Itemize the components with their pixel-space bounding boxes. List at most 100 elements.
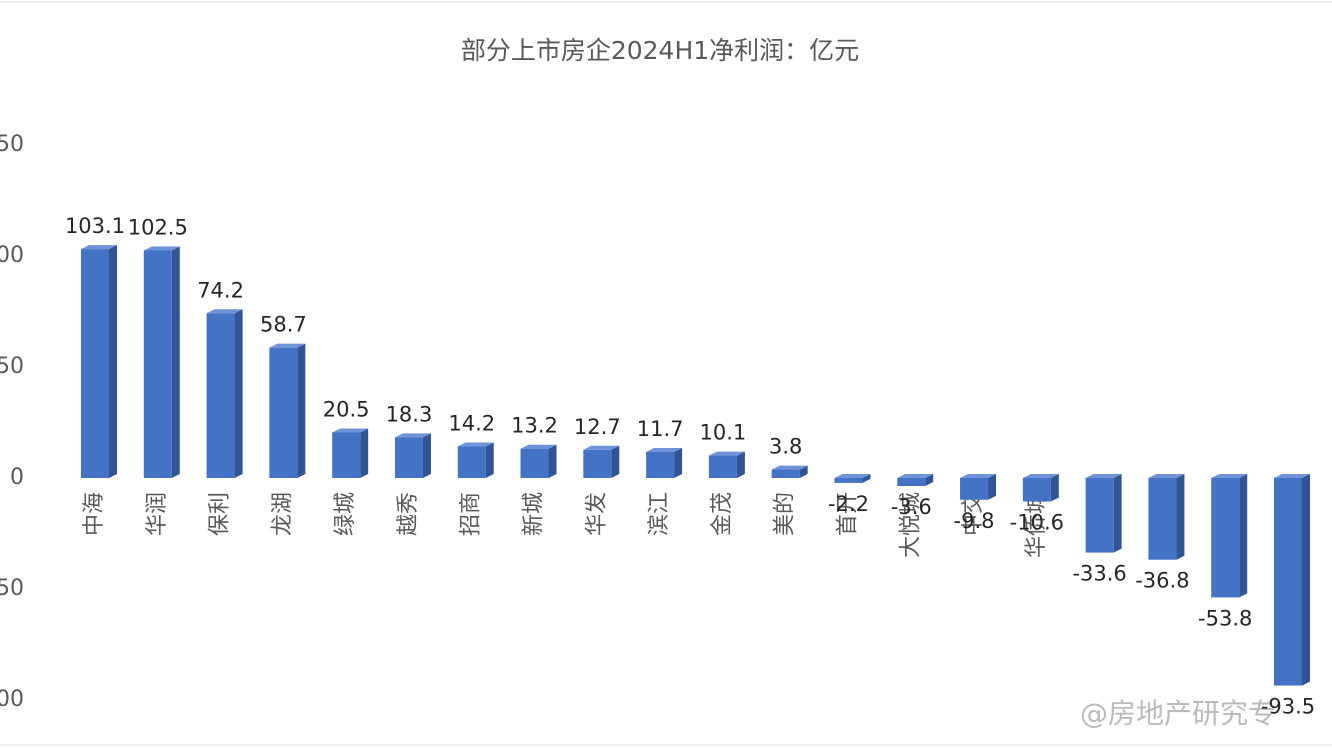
bar [520, 448, 549, 478]
y-tick-label: -100 [0, 687, 24, 712]
bar [143, 250, 172, 478]
value-label: 102.5 [128, 215, 188, 239]
x-tick-label: 首开 [835, 492, 860, 536]
bar [1148, 478, 1177, 560]
value-label: 18.3 [386, 402, 433, 426]
value-label: 103.1 [65, 214, 125, 238]
bar-side [862, 474, 871, 483]
value-label: -53.8 [1198, 606, 1252, 630]
x-tick-label: 中海 [82, 492, 107, 536]
bar-side [1176, 474, 1185, 560]
value-label: 3.8 [769, 435, 802, 459]
bar-side [799, 465, 808, 478]
value-label: -93.5 [1261, 695, 1315, 719]
x-tick-label: 龙湖 [270, 492, 295, 536]
chart-title: 部分上市房企2024H1净利润：亿元 [461, 36, 859, 65]
x-tick-label: 滨江 [647, 492, 672, 536]
bar-top [583, 445, 620, 450]
bar-top [1148, 474, 1185, 478]
value-label: 12.7 [574, 415, 621, 439]
x-tick-label: 招商 [459, 492, 484, 536]
bar-top [897, 474, 934, 478]
bar-top [332, 428, 369, 433]
bar-side [1113, 474, 1122, 553]
x-tick-label: 绿城 [333, 492, 358, 536]
x-tick-label: 越秀 [396, 492, 421, 536]
bar-top [771, 465, 808, 470]
bar-side [360, 428, 369, 478]
bar-side [1239, 474, 1248, 598]
value-label: 13.2 [511, 414, 558, 438]
y-tick-label: 150 [0, 132, 24, 157]
y-tick-label: -50 [0, 576, 24, 601]
bar [457, 446, 486, 478]
watermark: @房地产研究专 [1080, 697, 1276, 730]
bar [332, 432, 361, 478]
x-tick-label: 华润 [145, 492, 170, 536]
x-tick-label: 保利 [208, 492, 233, 536]
value-label: 10.1 [700, 421, 747, 445]
x-tick-label: 新城 [522, 492, 547, 536]
bar-side [1050, 474, 1059, 502]
bar-side [171, 246, 180, 478]
bar [1211, 478, 1240, 598]
bar-top [960, 474, 997, 478]
x-tick-label: 华侨城 [1024, 492, 1049, 558]
x-tick-label: 金茂 [710, 492, 735, 536]
bar-top [143, 246, 180, 251]
bar-top [520, 444, 557, 449]
value-label: 11.7 [637, 417, 684, 441]
value-label: -10.6 [1010, 511, 1064, 535]
y-tick-label: 100 [0, 243, 24, 268]
bar-side [674, 448, 683, 478]
bar-side [422, 433, 431, 478]
bar [834, 478, 863, 483]
bar-top [1022, 474, 1059, 478]
value-label: 58.7 [260, 313, 307, 337]
bar-top [834, 474, 871, 478]
bar-side [297, 343, 306, 478]
value-label: 14.2 [448, 411, 495, 435]
bar-side [736, 451, 745, 478]
bar [206, 313, 235, 478]
x-tick-label: 美的 [773, 492, 798, 536]
value-label: 20.5 [323, 397, 370, 421]
bar [81, 249, 109, 478]
value-label: -3.6 [891, 495, 932, 519]
bar-top [269, 343, 306, 348]
bar-top [1085, 474, 1122, 478]
y-tick-label: 0 [10, 465, 24, 490]
bar [1022, 478, 1051, 502]
value-label: -33.6 [1072, 562, 1126, 586]
bar-side [925, 474, 934, 486]
bar [269, 347, 298, 478]
bar [708, 455, 737, 478]
bar [583, 449, 612, 478]
bar-top [394, 433, 431, 438]
bar-side [548, 444, 557, 478]
bar [394, 437, 423, 478]
bar-top [646, 448, 683, 453]
bar-top [708, 451, 745, 456]
x-tick-label: 华发 [584, 492, 609, 536]
bar-side [611, 445, 620, 478]
bar [771, 469, 800, 478]
value-label: -9.8 [954, 509, 995, 533]
bar [646, 452, 675, 478]
bar-side [485, 442, 494, 478]
bar [1085, 478, 1114, 553]
bar-side [988, 474, 997, 500]
bar-side [109, 245, 117, 478]
x-tick-label: 大悦城 [898, 492, 923, 558]
value-label: -2.2 [828, 492, 869, 516]
bar-side [234, 309, 243, 478]
bar-top [1211, 474, 1248, 478]
bar-side [1302, 474, 1310, 686]
bar [1274, 478, 1302, 686]
bar-top [457, 442, 494, 447]
bar-top [81, 245, 117, 250]
bar [960, 478, 989, 500]
y-tick-label: 50 [0, 354, 24, 379]
bar-top [1274, 474, 1310, 478]
